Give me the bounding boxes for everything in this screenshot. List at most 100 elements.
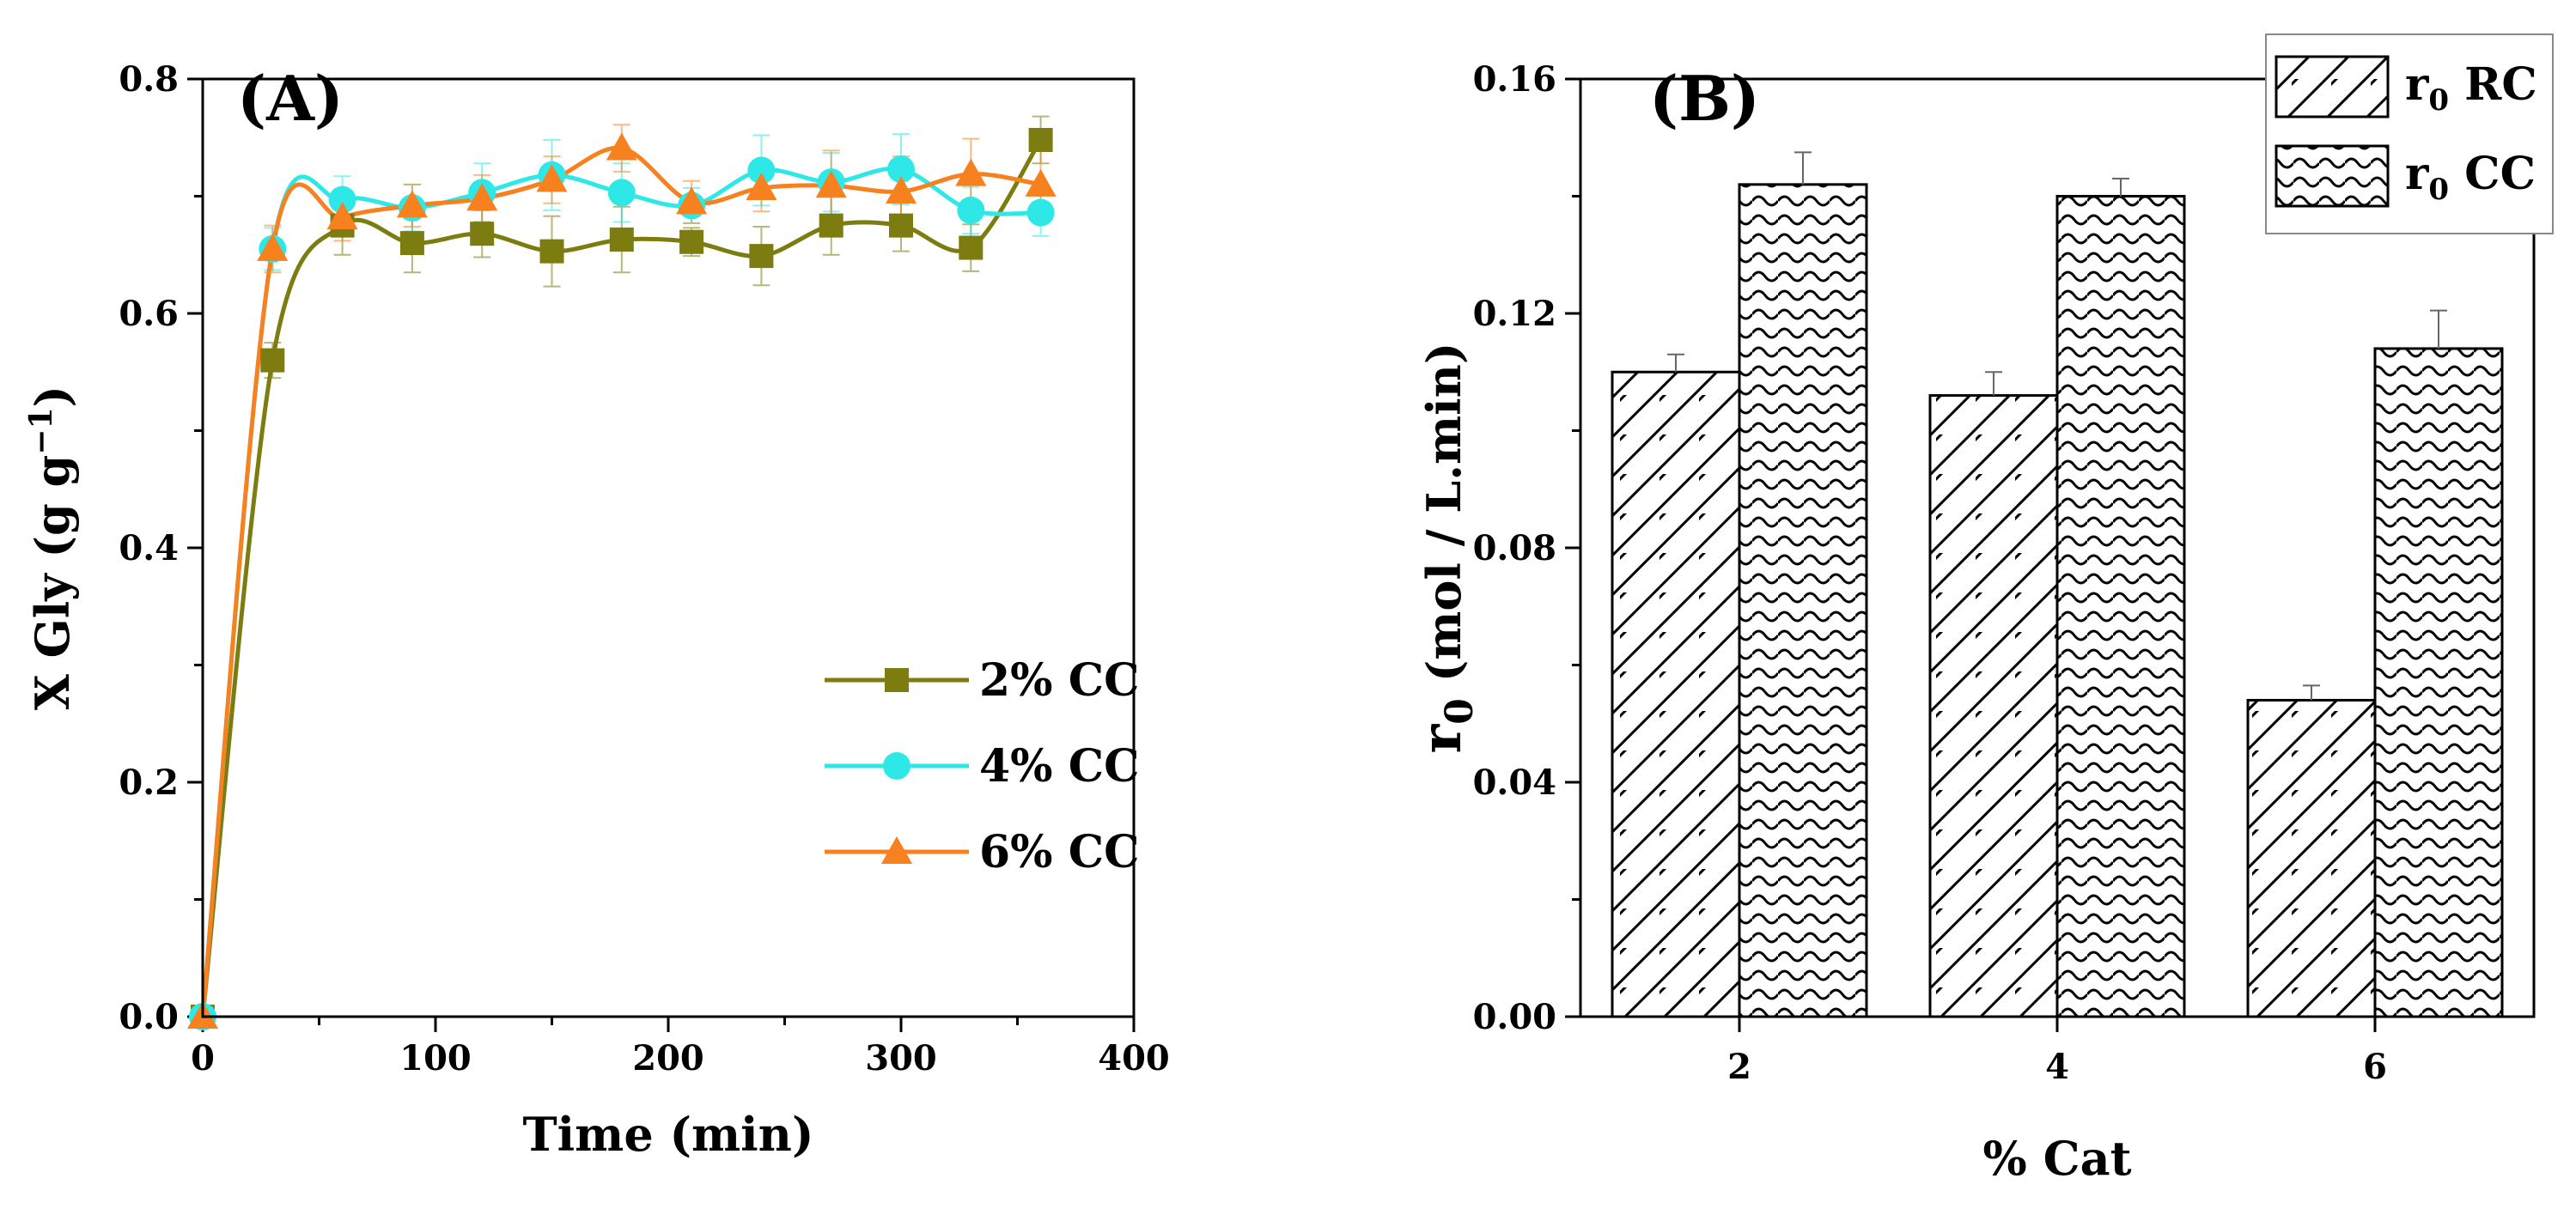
data-point (1028, 127, 1053, 152)
y-tick-label: 0.8 (119, 59, 179, 100)
panel-a-line-chart: 0 100 200 300 400 0.0 0.2 0.4 0.6 0.8 (A) Time (m… (23, 59, 1170, 1162)
legend-label-1: r0 CC (2405, 148, 2536, 207)
legend-marker-0 (885, 668, 909, 692)
y-tick-label: 0.00 (1473, 997, 1556, 1037)
legend-label-rest: RC (2449, 58, 2537, 111)
error-bar (1985, 371, 2002, 396)
panel-a-markers (187, 127, 1057, 1030)
error-bar (1794, 151, 1812, 185)
data-point (257, 233, 289, 261)
panel-a-y-axis-title-sup: −1 (23, 407, 59, 454)
y-tick-label: 0.12 (1473, 294, 1556, 334)
panel-b-error-bars (1667, 151, 2447, 701)
panel-a-y-axis-title-main: X Gly (g g (25, 455, 80, 710)
y-tick-label: 0.04 (1473, 762, 1556, 803)
data-point (819, 213, 843, 238)
legend-label-main: r (2405, 58, 2429, 111)
legend-marker-1 (883, 752, 910, 780)
data-point (399, 231, 424, 256)
bar-diagonal (2246, 698, 2377, 1018)
panel-b-ticks: 0.00 0.04 0.08 0.12 0.16 2 4 6 (1473, 59, 2387, 1087)
series-line-2 (200, 145, 1042, 1018)
data-point (536, 164, 568, 192)
data-point (396, 190, 428, 218)
bar-wave (2373, 347, 2504, 1018)
panel-b-x-axis-title: % Cat (1982, 1131, 2131, 1186)
legend-label-0: r0 RC (2405, 58, 2537, 118)
x-tick-label: 100 (399, 1038, 472, 1078)
bar-diagonal (1928, 394, 2059, 1018)
panel-a-y-axis-title: X Gly (g g−1) (23, 386, 80, 710)
legend-label-0: 2% CC (979, 654, 1139, 707)
panel-a-plot-frame (201, 77, 1136, 1018)
panel-a-legend: 2% CC 4% CC 6% CC (825, 654, 1139, 878)
legend-swatch-diagonal (2275, 55, 2390, 118)
legend-label-sub: 0 (2428, 173, 2449, 207)
panel-b-bars (1611, 183, 2504, 1018)
data-point (889, 213, 913, 238)
panel-a-y-axis-title-end: ) (25, 386, 80, 408)
data-point (747, 156, 776, 185)
data-point (1026, 198, 1055, 227)
bar-wave (1738, 183, 1868, 1018)
data-point (959, 235, 984, 260)
y-tick-label: 0.0 (119, 997, 179, 1037)
legend-label-1: 4% CC (979, 740, 1139, 793)
data-point (466, 183, 498, 211)
data-point (607, 179, 636, 207)
x-tick-label: 400 (1098, 1038, 1170, 1078)
panel-b-label: (B) (1649, 62, 1760, 135)
legend-label-main: r (2405, 148, 2429, 200)
panel-b-y-axis-title: r0 (mol / L.min) (1410, 343, 1482, 754)
panel-a-x-axis-title: Time (min) (522, 1107, 813, 1162)
y-tick-label: 0.6 (119, 294, 179, 334)
y-tick-label: 0.16 (1473, 59, 1556, 100)
error-bar (2430, 309, 2447, 349)
panel-a-ticks: 0 100 200 300 400 0.0 0.2 0.4 0.6 0.8 (119, 59, 1169, 1078)
x-tick-label: 6 (2363, 1047, 2387, 1087)
panel-b-bar-chart: 0.000.040.080.120.162 4 6 (B) % Cat r0 (mo… (1410, 33, 2554, 1186)
panel-b-y-axis-title-main: r (1410, 723, 1474, 753)
data-point (260, 348, 285, 373)
data-point (328, 185, 356, 214)
bar-diagonal (1611, 370, 1741, 1018)
data-point (815, 170, 847, 198)
data-point (746, 172, 777, 200)
data-point (955, 158, 987, 186)
panel-b-plot-frame (1579, 77, 2536, 1018)
data-point (326, 202, 358, 230)
x-tick-label: 200 (632, 1038, 704, 1078)
panel-b-y-axis-title-sub: 0 (1438, 698, 1482, 725)
error-bar (1667, 353, 1684, 373)
data-point (470, 222, 495, 246)
panel-a-error-bars (264, 115, 1050, 380)
x-tick-label: 0 (191, 1038, 215, 1078)
legend-label-sub: 0 (2428, 83, 2449, 118)
legend-swatch-wave (2275, 144, 2390, 208)
data-point (1025, 168, 1057, 197)
y-tick-label: 0.08 (1473, 528, 1556, 568)
x-tick-label: 2 (1727, 1047, 1751, 1087)
panel-a-label: (A) (237, 62, 344, 135)
legend-label-2: 6% CC (979, 826, 1139, 878)
data-point (676, 186, 708, 215)
x-tick-label: 300 (865, 1038, 937, 1078)
legend-marker-2 (881, 836, 912, 864)
data-point (957, 196, 985, 224)
data-point (609, 228, 634, 252)
data-point (679, 229, 704, 254)
data-point (539, 239, 564, 264)
data-point (886, 176, 917, 204)
data-point (749, 244, 774, 269)
x-tick-label: 4 (2045, 1047, 2069, 1087)
y-tick-label: 0.4 (119, 528, 179, 568)
legend-label-rest: CC (2449, 148, 2536, 200)
panel-b-y-axis-title-rest: (mol / L.min) (1416, 343, 1471, 699)
error-bar (2303, 684, 2320, 701)
y-tick-label: 0.2 (119, 762, 179, 803)
series-line-1 (200, 166, 1041, 1018)
bar-wave (2055, 195, 2186, 1018)
data-point (887, 155, 915, 184)
